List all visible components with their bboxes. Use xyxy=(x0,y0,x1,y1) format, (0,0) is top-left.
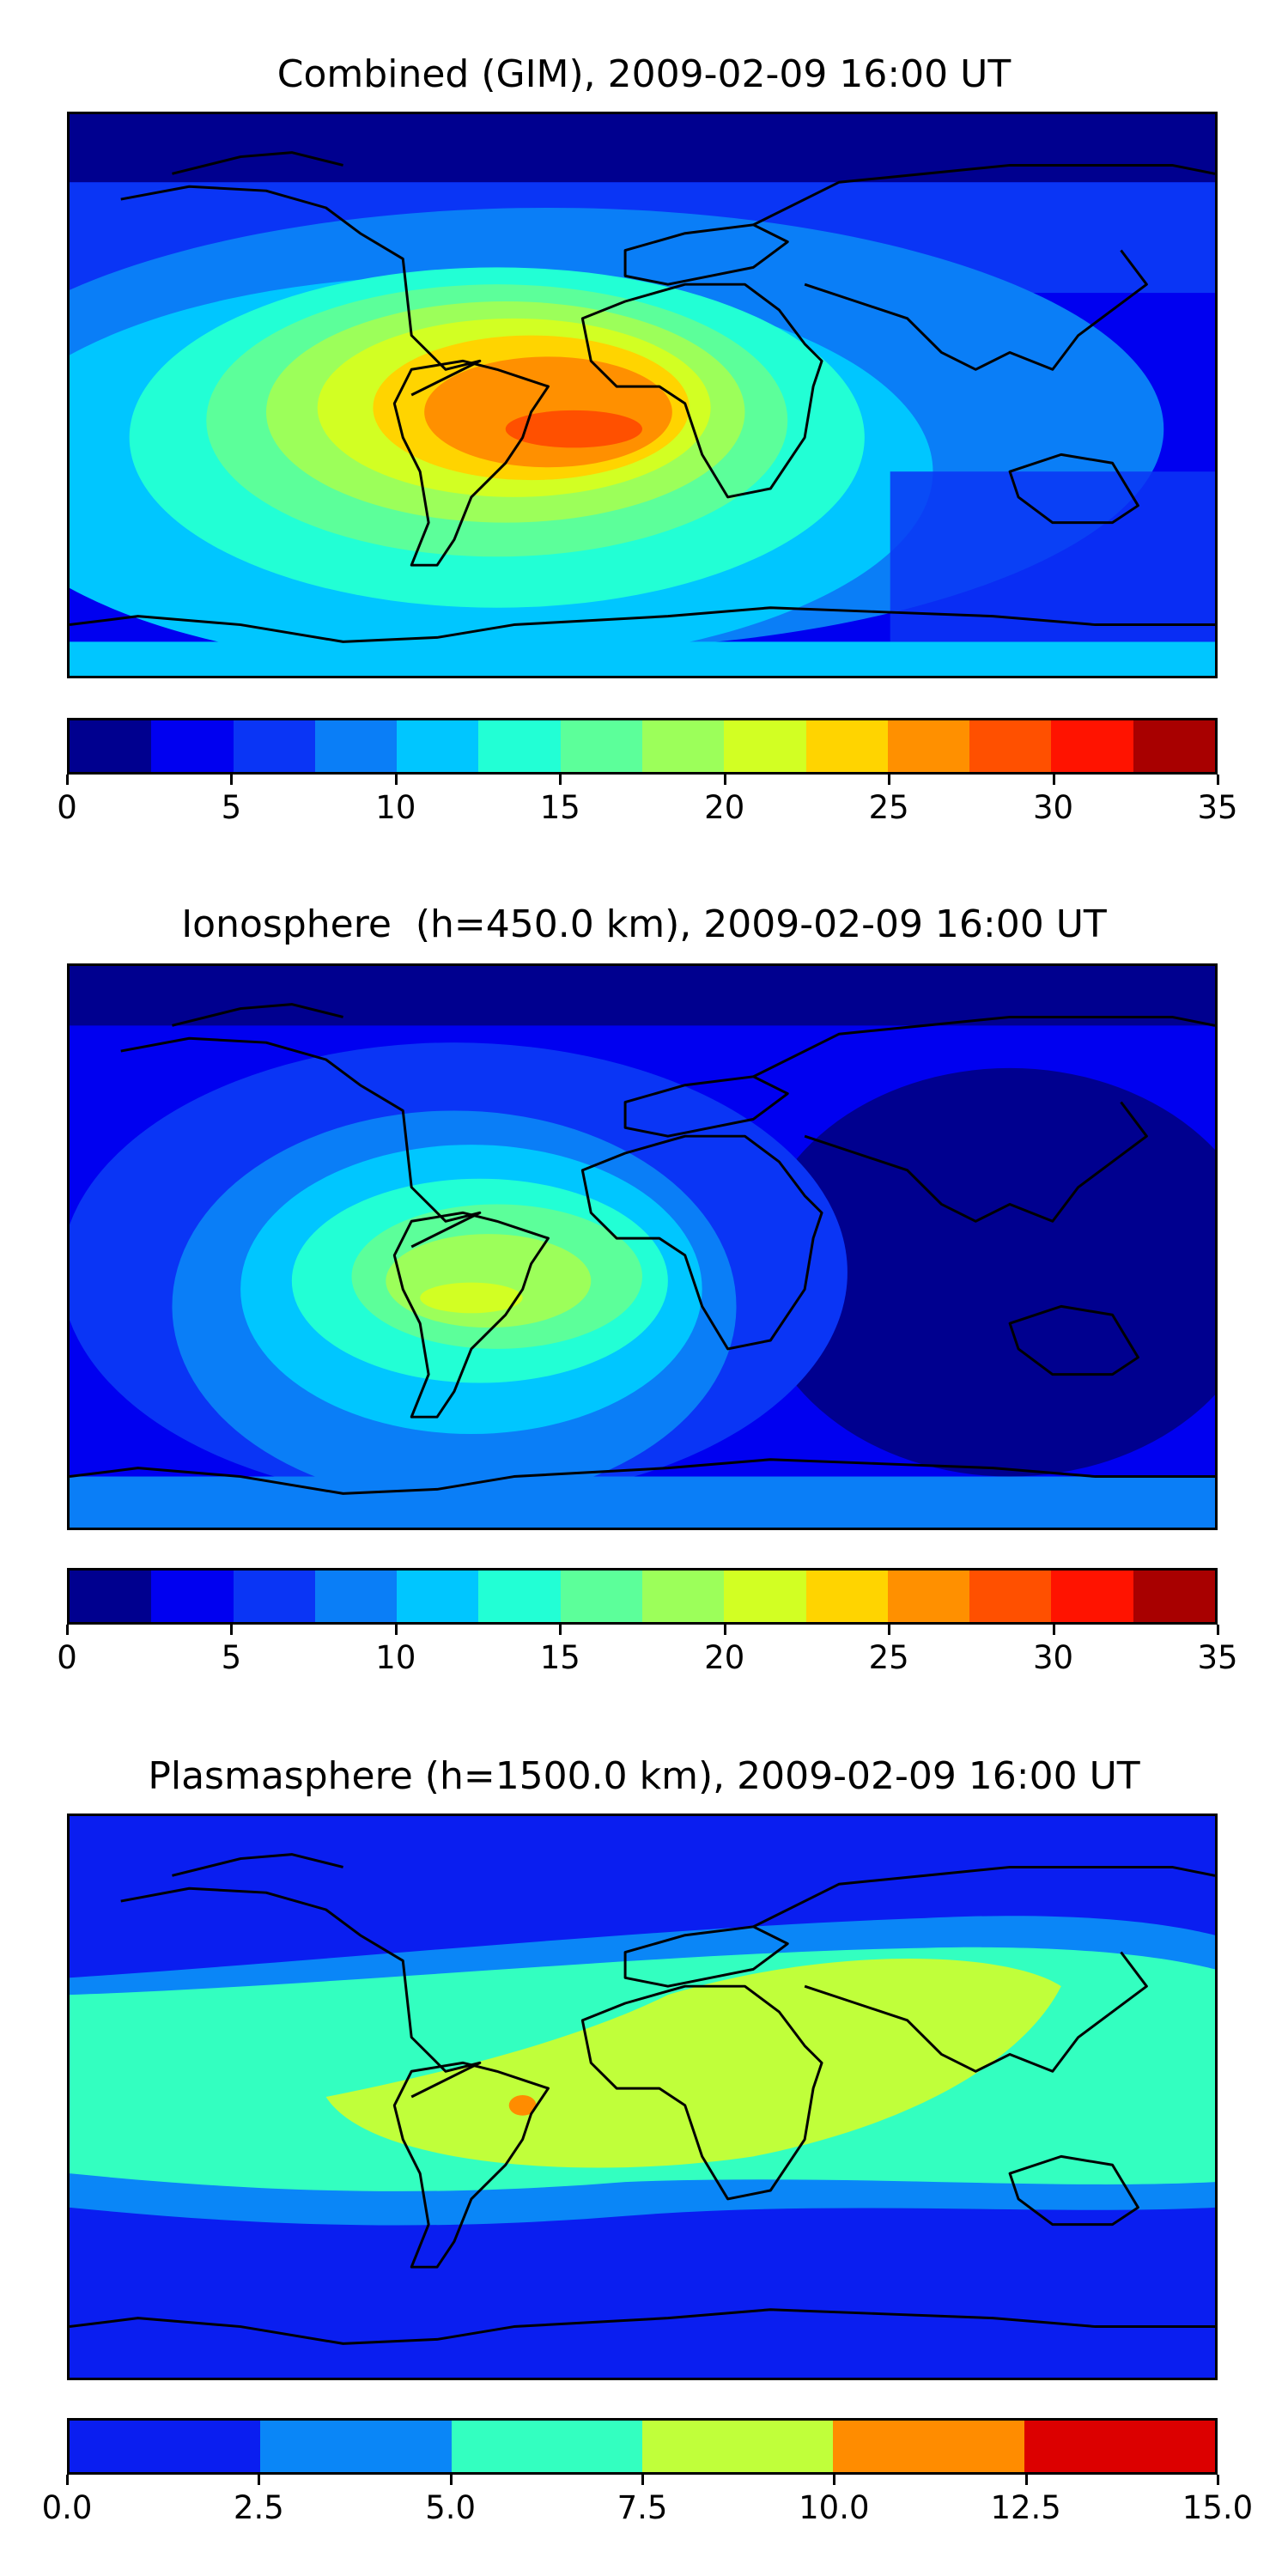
colorbar-segment xyxy=(1051,1571,1133,1622)
colorbar-tick-label: 5 xyxy=(221,1639,242,1676)
colorbar-segment xyxy=(397,1571,479,1622)
plasmasphere-map xyxy=(67,1814,1218,2380)
colorbar-tick-label: 0 xyxy=(57,1639,77,1676)
ionosphere-colorbar-ticks: 0 5 10 15 20 25 30 35 xyxy=(57,1625,1238,1676)
colorbar-tick-label: 25 xyxy=(868,789,909,826)
colorbar-segment xyxy=(1051,720,1133,772)
colorbar-segment xyxy=(724,1571,806,1622)
colorbar-segment xyxy=(70,1571,152,1622)
colorbar-segment xyxy=(233,1571,315,1622)
colorbar-tick-label: 7.5 xyxy=(617,2489,668,2526)
plasmasphere-colorbar-ticks: 0.0 2.5 5.0 7.5 10.0 12.5 15.0 xyxy=(42,2475,1253,2526)
ionosphere-colorbar xyxy=(67,1568,1218,1625)
colorbar-segment xyxy=(1133,720,1215,772)
colorbar-segment xyxy=(887,1571,970,1622)
colorbar-segment xyxy=(314,1571,398,1622)
combined-colorbar-ticks: 0 5 10 15 20 25 30 35 xyxy=(57,775,1238,826)
combined-colorbar xyxy=(67,718,1218,775)
coastlines xyxy=(70,151,1215,643)
colorbar-segment xyxy=(887,720,970,772)
colorbar-segment xyxy=(478,1571,561,1622)
colorbar-tick-label: 15 xyxy=(539,1639,580,1676)
colorbar-segment xyxy=(397,720,479,772)
colorbar-segment xyxy=(969,720,1052,772)
colorbar-tick-label: 5.0 xyxy=(425,2489,477,2526)
panel-2-title: Ionosphere (h=450.0 km), 2009-02-09 16:0… xyxy=(181,902,1107,946)
colorbar-tick-label: 35 xyxy=(1197,1639,1238,1676)
colorbar-tick-label: 20 xyxy=(704,1639,745,1676)
ionosphere-heatmap xyxy=(70,966,1215,1528)
panel-3-title: Plasmasphere (h=1500.0 km), 2009-02-09 1… xyxy=(148,1754,1140,1798)
panel-1-title: Combined (GIM), 2009-02-09 16:00 UT xyxy=(276,52,1012,96)
colorbar-segment xyxy=(233,720,315,772)
colorbar-segment xyxy=(641,720,725,772)
colorbar-segment xyxy=(70,720,152,772)
plasmasphere-colorbar xyxy=(67,2418,1218,2475)
colorbar-tick-label: 10 xyxy=(375,789,416,826)
colorbar-segment xyxy=(724,720,806,772)
colorbar-segment xyxy=(805,1571,888,1622)
colorbar-segment xyxy=(560,1571,642,1622)
colorbar-tick-label: 0 xyxy=(57,789,77,826)
colorbar-segment xyxy=(1133,1571,1215,1622)
colorbar-tick-label: 35 xyxy=(1197,789,1238,826)
colorbar-segment xyxy=(1024,2421,1215,2472)
colorbar-segment xyxy=(560,720,642,772)
colorbar-tick-label: 30 xyxy=(1033,789,1074,826)
colorbar-tick-label: 30 xyxy=(1033,1639,1074,1676)
colorbar-tick-label: 12.5 xyxy=(990,2489,1061,2526)
colorbar-segment xyxy=(260,2421,452,2472)
colorbar-tick-label: 15.0 xyxy=(1182,2489,1254,2526)
colorbar-segment xyxy=(641,1571,725,1622)
colorbar-segment xyxy=(151,720,234,772)
colorbar-tick-label: 20 xyxy=(704,789,745,826)
plasmasphere-heatmap xyxy=(70,1816,1215,2378)
combined-map xyxy=(67,112,1218,678)
colorbar-segment xyxy=(478,720,561,772)
colorbar-tick-label: 25 xyxy=(868,1639,909,1676)
colorbar-tick-label: 0.0 xyxy=(41,2489,93,2526)
colorbar-segment xyxy=(641,2421,834,2472)
coastlines xyxy=(70,1003,1215,1495)
colorbar-tick-label: 15 xyxy=(539,789,580,826)
colorbar-segment xyxy=(833,2421,1024,2472)
colorbar-segment xyxy=(805,720,888,772)
ionosphere-map xyxy=(67,963,1218,1530)
colorbar-segment xyxy=(451,2421,642,2472)
coastlines xyxy=(70,1853,1215,2345)
colorbar-tick-label: 10.0 xyxy=(799,2489,870,2526)
colorbar-tick-label: 2.5 xyxy=(233,2489,284,2526)
colorbar-segment xyxy=(314,720,398,772)
colorbar-segment xyxy=(70,2421,261,2472)
combined-heatmap xyxy=(70,114,1215,676)
colorbar-segment xyxy=(969,1571,1052,1622)
colorbar-tick-label: 10 xyxy=(375,1639,416,1676)
colorbar-segment xyxy=(151,1571,234,1622)
colorbar-tick-label: 5 xyxy=(221,789,242,826)
